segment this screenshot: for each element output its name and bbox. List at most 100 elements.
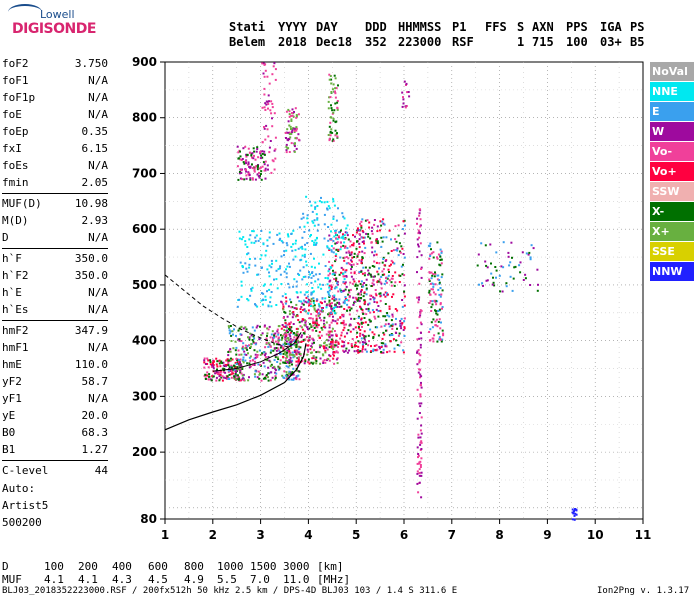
echo-point: [330, 321, 333, 324]
echo-point: [270, 100, 273, 103]
echo-point: [257, 273, 260, 276]
echo-point: [324, 277, 327, 279]
echo-point: [379, 347, 381, 350]
echo-point: [294, 242, 297, 245]
echo-point: [373, 298, 375, 301]
echo-point: [281, 295, 284, 298]
echo-point: [363, 252, 366, 255]
echo-point: [288, 138, 291, 140]
echo-point: [367, 273, 370, 276]
echo-point: [227, 325, 230, 328]
echo-point: [340, 266, 343, 269]
echo-point: [419, 405, 422, 408]
echo-point: [263, 63, 266, 66]
echo-point: [293, 336, 296, 339]
echo-point: [371, 246, 374, 249]
param-value: N/A: [88, 74, 108, 87]
echo-point: [239, 150, 241, 153]
echo-point: [265, 375, 268, 378]
echo-point: [376, 240, 379, 243]
echo-point: [363, 338, 366, 341]
echo-point: [303, 362, 306, 365]
echo-point: [263, 127, 266, 130]
echo-point: [335, 237, 337, 240]
echo-point: [338, 305, 341, 308]
echo-point: [311, 346, 313, 349]
echo-point: [322, 362, 325, 364]
echo-point: [326, 200, 329, 203]
echo-point: [518, 264, 521, 267]
echo-point: [380, 346, 383, 348]
echo-point: [262, 377, 265, 380]
echo-point: [290, 330, 293, 333]
echo-point: [333, 204, 336, 207]
echo-point: [296, 314, 299, 317]
echo-point: [316, 229, 319, 232]
echo-point: [416, 482, 419, 485]
echo-point: [280, 255, 283, 258]
echo-point: [253, 166, 256, 169]
echo-point: [279, 362, 282, 365]
echo-point: [249, 177, 252, 180]
echo-point: [261, 156, 264, 159]
echo-point: [290, 347, 293, 349]
echo-point: [372, 283, 375, 286]
logo-lowell: Lowell: [40, 8, 75, 21]
echo-point: [317, 308, 320, 311]
echo-point: [532, 247, 535, 250]
echo-point: [439, 248, 442, 251]
echo-point: [276, 330, 279, 333]
echo-point: [335, 277, 338, 280]
digisonde-logo: Lowell DIGISONDE: [0, 0, 110, 50]
echo-point: [286, 265, 289, 268]
echo-point: [285, 272, 288, 275]
echo-point: [279, 237, 282, 240]
echo-point: [420, 381, 422, 384]
echo-point: [212, 365, 215, 368]
echo-point: [403, 335, 406, 337]
echo-point: [382, 331, 385, 334]
echo-point: [285, 110, 288, 113]
echo-point: [360, 220, 363, 223]
echo-point: [324, 297, 327, 300]
echo-point: [291, 359, 294, 362]
echo-point: [416, 217, 419, 220]
echo-point: [287, 360, 289, 363]
echo-point: [381, 273, 384, 276]
echo-point: [245, 347, 248, 350]
echo-point: [244, 326, 247, 329]
echo-point: [439, 295, 442, 298]
echo-point: [242, 342, 245, 345]
param-key: B1: [2, 443, 16, 456]
echo-point: [237, 378, 240, 381]
param-key: hmF1: [2, 341, 29, 354]
echo-point: [344, 237, 347, 240]
echo-point: [312, 274, 315, 277]
echo-point: [355, 345, 358, 347]
echo-point: [361, 341, 364, 343]
echo-point: [344, 296, 347, 298]
echo-point: [418, 402, 421, 405]
echo-point: [388, 229, 391, 232]
param-separator: [2, 320, 108, 321]
echo-point: [254, 264, 257, 267]
echo-point: [490, 272, 493, 275]
echo-point: [238, 237, 241, 240]
echo-point: [380, 224, 383, 227]
echo-point: [255, 234, 258, 237]
echo-point: [244, 344, 247, 347]
echo-point: [373, 297, 376, 300]
echo-point: [505, 285, 508, 288]
echo-point: [418, 212, 421, 215]
echo-point: [249, 234, 252, 237]
legend-nnw: NNW: [650, 262, 694, 281]
echo-point: [316, 326, 319, 329]
echo-point: [486, 279, 489, 282]
echo-point: [294, 137, 297, 140]
echo-point: [401, 305, 404, 308]
echo-point: [419, 343, 422, 346]
echo-point: [338, 298, 341, 301]
echo-point: [312, 320, 315, 323]
echo-point: [299, 325, 302, 328]
echo-point: [297, 374, 300, 377]
